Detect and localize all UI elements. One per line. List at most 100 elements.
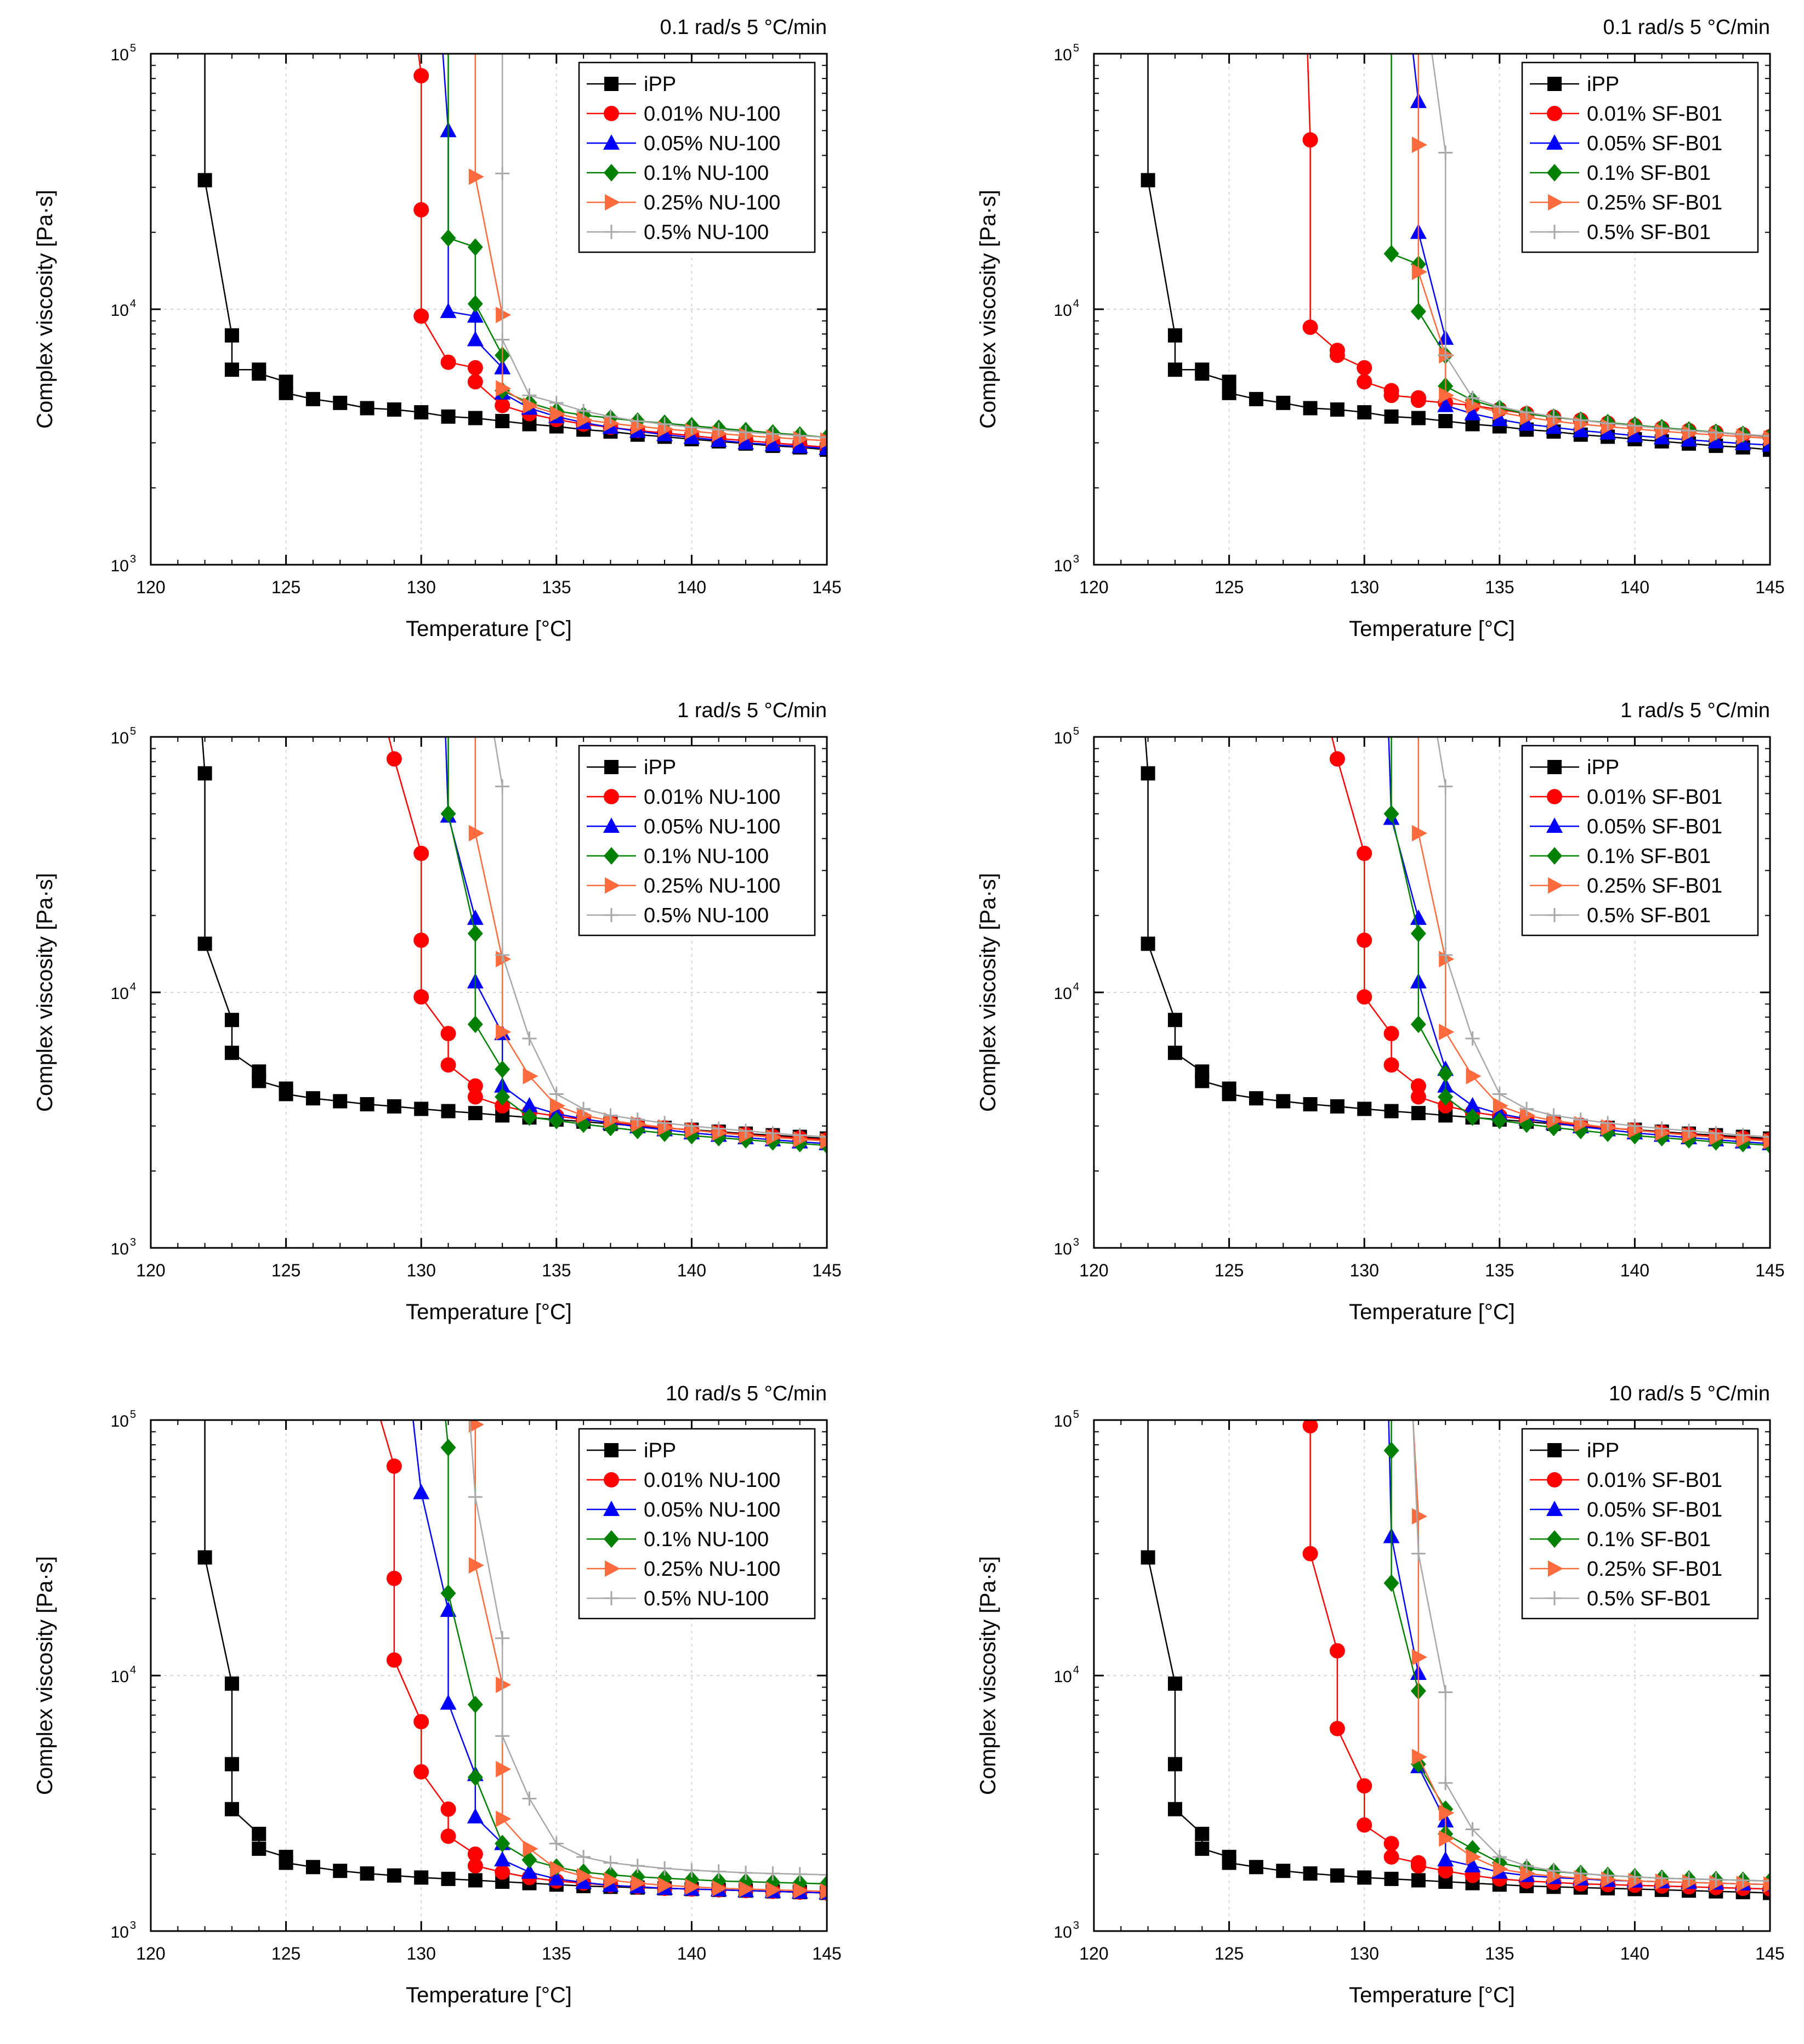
data-point [495, 947, 510, 962]
data-point [1411, 263, 1427, 280]
data-point [1709, 1872, 1723, 1887]
legend-marker [604, 164, 619, 181]
y-tick-exponent: 3 [130, 1236, 136, 1248]
plot-frame [150, 1419, 828, 1932]
data-point [224, 1757, 239, 1772]
data-point [1438, 1775, 1453, 1790]
data-point [630, 413, 645, 428]
legend-label: 0.5% NU-100 [644, 904, 769, 927]
data-point [603, 1108, 618, 1123]
data-point [197, 936, 212, 951]
data-point [1141, 1550, 1155, 1565]
legend-label: 0.01% NU-100 [644, 1469, 780, 1492]
data-point [467, 1768, 483, 1786]
legend-marker [1546, 1501, 1563, 1516]
y-tick-exponent: 4 [130, 298, 136, 310]
legend-label: 0.5% NU-100 [644, 221, 769, 244]
data-point [252, 1826, 266, 1841]
data-point [684, 420, 699, 435]
data-point [1410, 303, 1426, 321]
legend-item: 0.01% SF-B01 [1530, 103, 1722, 126]
data-point [414, 405, 429, 419]
data-point [1763, 1873, 1770, 1888]
series-line [1412, 1420, 1770, 1882]
y-tick-label: 10 [111, 1668, 129, 1686]
legend-marker [1547, 106, 1562, 121]
legend-label: iPP [644, 73, 676, 96]
data-point [521, 1863, 538, 1879]
data-point [467, 1695, 483, 1713]
data-point [576, 1102, 591, 1116]
data-point [413, 1714, 429, 1730]
legend-marker [1546, 134, 1563, 150]
legend-item: iPP [587, 756, 676, 779]
data-point [792, 1128, 807, 1143]
legend-label: 0.1% SF-B01 [1587, 1528, 1711, 1551]
data-point [1329, 751, 1345, 767]
legend-marker [603, 817, 620, 833]
data-point [440, 1829, 456, 1844]
data-point [1383, 245, 1399, 263]
data-point [1546, 409, 1561, 424]
legend-item: 0.1% NU-100 [587, 162, 769, 185]
data-point [1383, 1026, 1399, 1042]
data-point [1681, 431, 1698, 447]
data-point [413, 1764, 429, 1780]
data-point [820, 1883, 827, 1900]
data-point [765, 427, 780, 441]
y-axis-label: Complex viscosity [Pa·s] [976, 1556, 1000, 1795]
data-point [1466, 397, 1482, 414]
data-point [468, 1420, 484, 1433]
data-point [1437, 396, 1454, 412]
data-point [495, 413, 510, 428]
data-point [1357, 360, 1372, 376]
grid [1093, 1420, 1771, 1931]
x-axis-label: Temperature [°C] [1349, 1300, 1515, 1324]
legend-item: 0.05% SF-B01 [1530, 1498, 1722, 1521]
x-tick-label: 140 [1620, 1261, 1649, 1280]
y-tick-label: 10 [1054, 302, 1072, 320]
data-point [1438, 1863, 1454, 1879]
data-point [495, 1631, 510, 1645]
data-point [1330, 1868, 1345, 1883]
legend-marker [1547, 164, 1562, 181]
data-point [496, 306, 512, 323]
data-point [467, 924, 483, 942]
data-point [386, 751, 402, 767]
chart-title: 10 rad/s 5 °C/min [1609, 1382, 1770, 1405]
data-point [224, 1676, 239, 1691]
data-point [603, 409, 618, 424]
y-tick-label: 10 [111, 1923, 129, 1941]
legend-item: 0.5% NU-100 [587, 1587, 769, 1610]
data-point [360, 1097, 375, 1111]
data-point [1654, 1871, 1669, 1886]
data-point [604, 1112, 620, 1129]
data-point [1302, 1420, 1318, 1434]
data-point [1411, 1873, 1426, 1888]
legend-label: 0.1% SF-B01 [1587, 162, 1711, 185]
legend-marker [1547, 1591, 1562, 1605]
data-point [441, 1871, 456, 1886]
y-tick-label: 10 [1054, 729, 1072, 747]
data-point [496, 1761, 512, 1778]
data-point [1682, 1871, 1697, 1886]
data-point [1357, 932, 1372, 948]
x-tick-label: 135 [542, 1261, 571, 1280]
series-line [474, 54, 827, 441]
legend-label: 0.1% SF-B01 [1587, 845, 1711, 868]
data-point [1329, 1721, 1345, 1736]
data-point [1439, 1804, 1455, 1821]
data-point [197, 1550, 212, 1565]
y-tick-label: 10 [1054, 1923, 1072, 1941]
y-tick-exponent: 4 [1073, 981, 1079, 993]
grid [150, 1420, 827, 1931]
x-tick-label: 130 [1350, 577, 1379, 597]
data-point [1383, 1574, 1399, 1592]
data-point [440, 1026, 456, 1042]
x-tick-label: 135 [1485, 1944, 1514, 1963]
data-point [467, 1078, 483, 1094]
data-point [386, 1652, 402, 1668]
data-point [820, 430, 827, 445]
data-point [1763, 1133, 1770, 1150]
